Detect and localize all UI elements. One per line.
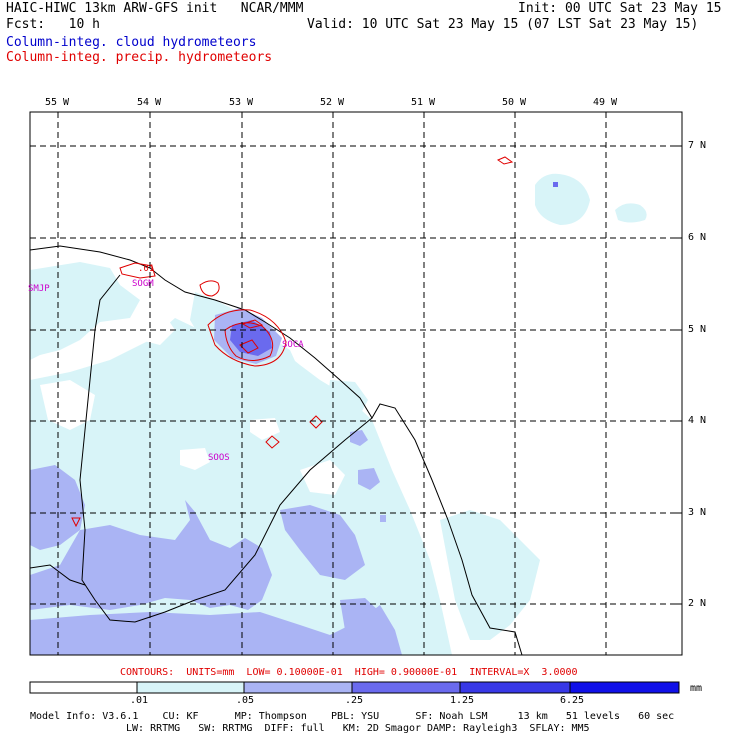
lat-label: 4 N — [688, 415, 707, 426]
contour-info: CONTOURS: UNITS=mm LOW= 0.10000E-01 HIGH… — [120, 667, 578, 678]
station-label: SOCA — [282, 340, 304, 350]
colorbar-tick: .01 — [130, 695, 149, 706]
lon-label: 51 W — [411, 97, 436, 108]
lat-label: 3 N — [688, 507, 707, 518]
contour-label: .01 — [138, 264, 155, 274]
legend-cloud: Column-integ. cloud hydrometeors — [6, 35, 257, 50]
plot-title: HAIC-HIWC 13km ARW-GFS init NCAR/MMM — [6, 1, 304, 16]
lat-label: 2 N — [688, 598, 707, 609]
colorbar — [29, 681, 680, 694]
axis-ticks — [57, 112, 682, 605]
lat-label: 6 N — [688, 232, 707, 243]
station-label: SOGM — [132, 279, 154, 289]
lon-label: 53 W — [229, 97, 254, 108]
lon-label: 54 W — [137, 97, 162, 108]
lon-label: 55 W — [45, 97, 70, 108]
model-info-line1: Model Info: V3.6.1 CU: KF MP: Thompson P… — [30, 711, 675, 722]
legend-precip: Column-integ. precip. hydrometeors — [6, 50, 273, 65]
map-frame — [29, 111, 683, 656]
lat-lon-grid — [30, 112, 682, 655]
hydrometeor-fields — [30, 173, 647, 655]
colorbar-tick: .25 — [345, 695, 364, 706]
colorbar-tick: 6.25 — [560, 695, 585, 706]
station-label: SOOS — [208, 453, 230, 463]
lon-label: 49 W — [593, 97, 618, 108]
colorbar-units: mm — [690, 683, 703, 694]
cloud-dark-shading — [230, 182, 558, 356]
lon-label: 50 W — [502, 97, 527, 108]
colorbar-tick: .05 — [236, 695, 255, 706]
init-time: Init: 00 UTC Sat 23 May 15 — [518, 1, 722, 16]
valid-time: Valid: 10 UTC Sat 23 May 15 (07 LST Sat … — [307, 17, 699, 32]
lat-label: 7 N — [688, 140, 707, 151]
model-info-line2: LW: RRTMG SW: RRTMG DIFF: full KM: 2D Sm… — [126, 723, 590, 734]
colorbar-tick: 1.25 — [450, 695, 475, 706]
forecast-hour: Fcst: 10 h — [6, 17, 100, 32]
station-label: SMJP — [28, 284, 50, 294]
lon-label: 52 W — [320, 97, 345, 108]
precip-contours — [71, 156, 514, 528]
lat-label: 5 N — [688, 324, 707, 335]
